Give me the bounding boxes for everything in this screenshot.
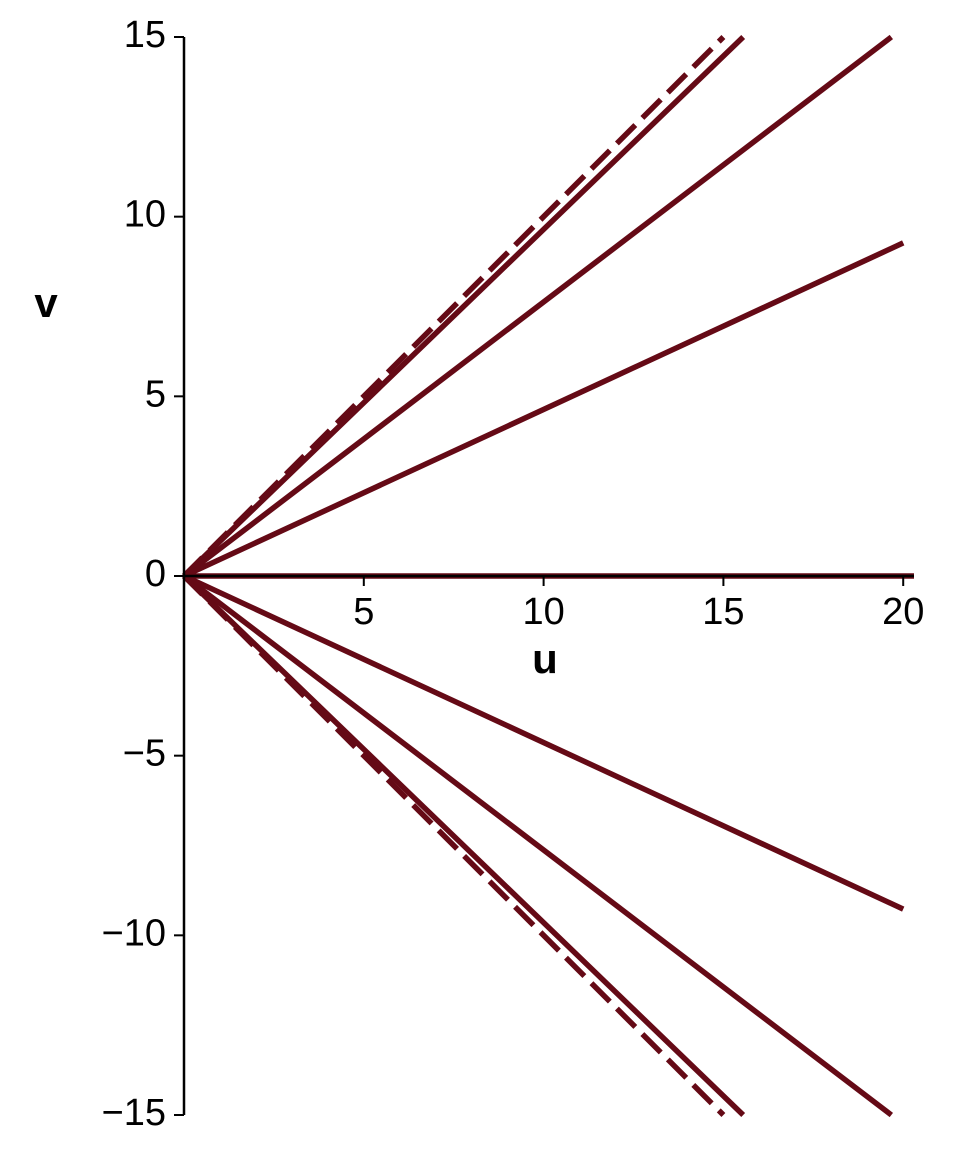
y-tick-label: 5 [145,373,166,415]
y-tick-label: 10 [124,194,166,236]
y-tick-label: −15 [102,1092,166,1134]
y-tick-label: −5 [123,733,166,775]
series-line [182,35,746,578]
x-axis-title: u [532,635,558,682]
x-tick-label: 20 [882,591,924,633]
x-tick-label: 10 [522,591,564,633]
y-tick-label: −10 [102,912,166,954]
x-tick-label: 15 [702,591,744,633]
series-line [182,34,894,579]
series-line [182,574,746,1117]
y-tick-label: 0 [145,553,166,595]
y-axis-title: v [34,279,58,326]
series-line [182,240,905,579]
series-line [182,573,905,912]
series-line [182,573,894,1118]
y-tick-label: 15 [124,14,166,56]
x-tick-label: 5 [353,591,374,633]
